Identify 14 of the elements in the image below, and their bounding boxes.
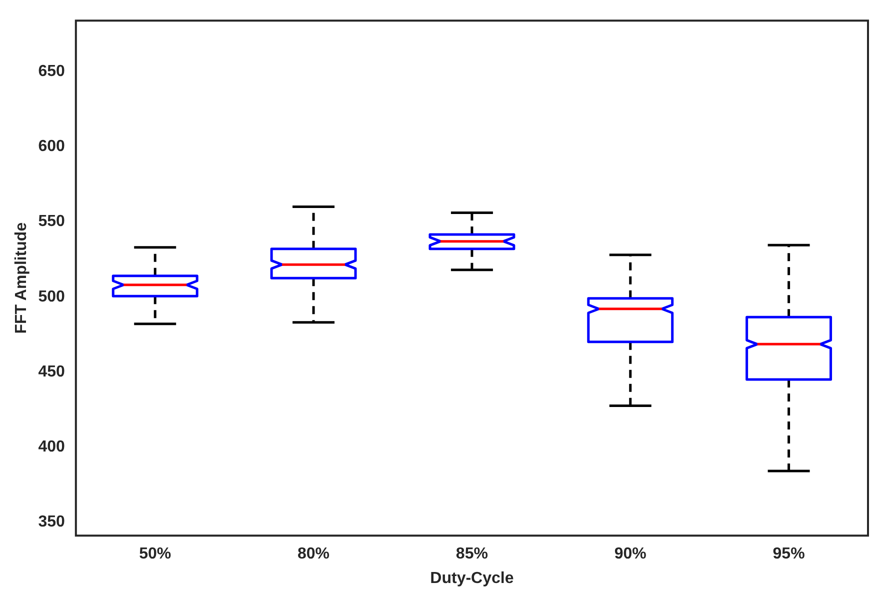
x-tick-label: 95%	[772, 546, 805, 563]
x-tick-label: 90%	[614, 546, 646, 563]
y-tick-label: 450	[38, 363, 65, 380]
y-tick-label: 400	[38, 438, 65, 456]
y-tick-label: 650	[38, 63, 65, 80]
y-tick-label: 550	[38, 213, 65, 230]
x-tick-label: 50%	[139, 546, 172, 563]
x-tick-label: 85%	[456, 546, 488, 563]
x-axis-title: Duty-Cycle	[430, 570, 514, 587]
y-tick-label: 350	[38, 513, 65, 530]
x-tick-label: 80%	[298, 546, 330, 563]
y-axis-title: FFT Amplitude	[13, 222, 30, 334]
y-tick-label: 600	[38, 138, 65, 156]
y-tick-label: 500	[38, 288, 65, 306]
